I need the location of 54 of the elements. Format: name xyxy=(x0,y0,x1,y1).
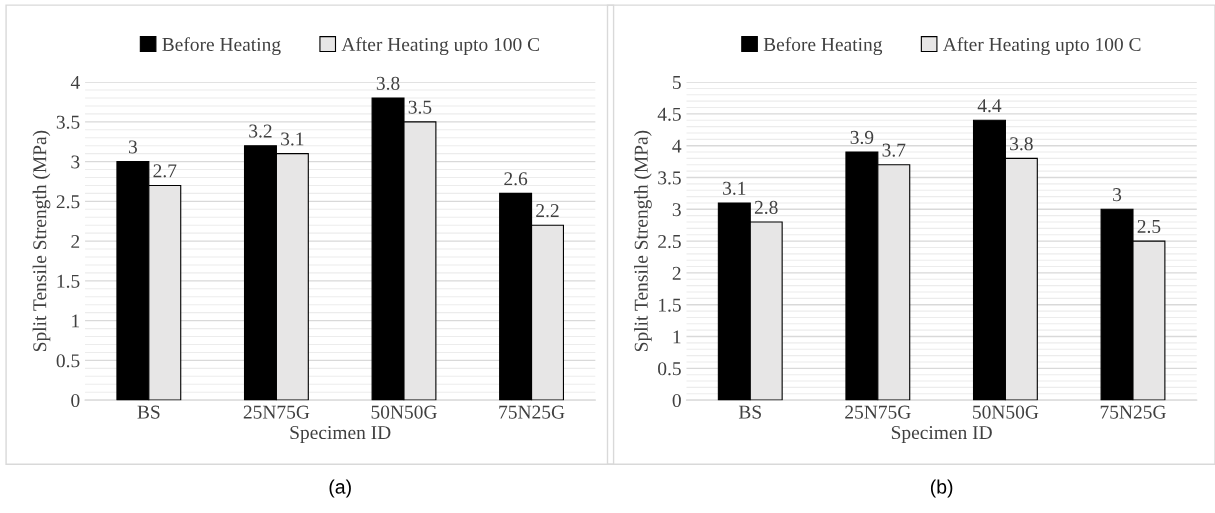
data-label: 3.7 xyxy=(882,143,906,157)
x-tick-label: 25N75G xyxy=(243,405,310,419)
y-tick-label: 3 xyxy=(672,203,681,217)
x-tick-label: 50N50G xyxy=(371,405,437,419)
x-tick-label: 50N50G xyxy=(973,405,1039,419)
legend-label: Before Heating xyxy=(763,37,883,56)
y-axis-title: Split Tensile Strength (MPa) xyxy=(634,130,652,352)
data-label: 3.9 xyxy=(850,130,874,145)
y-tick-label: 0 xyxy=(71,393,80,408)
y-tick-label: 1.5 xyxy=(659,298,681,312)
y-tick-label: 3.5 xyxy=(56,115,80,129)
y-tick-label: 0.5 xyxy=(56,354,80,368)
data-label: 4.4 xyxy=(977,99,1002,113)
y-tick-label: 3 xyxy=(71,155,80,169)
data-label: 3.1 xyxy=(723,181,746,195)
y-tick-label: 5 xyxy=(673,76,681,90)
data-label: 2.2 xyxy=(536,204,559,218)
legend-label: After Heating upto 100 C xyxy=(341,37,539,56)
data-label: 3.8 xyxy=(1010,137,1033,151)
y-tick-label: 3.5 xyxy=(658,171,681,185)
y-tick-label: 2 xyxy=(672,266,681,280)
data-label: 2.8 xyxy=(754,200,778,214)
data-label: 3.8 xyxy=(376,76,400,90)
x-tick-label: 25N75G xyxy=(845,405,911,419)
y-tick-label: 1 xyxy=(72,314,80,328)
y-tick-label: 4 xyxy=(672,139,682,153)
x-axis-title: Specimen ID xyxy=(290,426,391,444)
data-label: 3.5 xyxy=(408,100,432,114)
data-label: 2.7 xyxy=(153,164,177,178)
x-tick-label: 75N25G xyxy=(499,405,565,419)
x-tick-label: BS xyxy=(738,405,761,419)
y-tick-label: 0.5 xyxy=(658,362,681,376)
x-tick-label: 75N25G xyxy=(1100,405,1166,419)
data-label: 2.5 xyxy=(1137,219,1161,234)
y-tick-label: 2.5 xyxy=(56,195,80,209)
data-label: 3.2 xyxy=(249,124,272,138)
y-tick-label: 4.5 xyxy=(657,107,681,121)
data-label: 3 xyxy=(128,140,137,154)
data-label: 3.1 xyxy=(281,132,304,146)
text: (a) xyxy=(329,479,351,498)
y-tick-label: 4 xyxy=(70,76,80,89)
y-axis-title: Split Tensile Strength (MPa) xyxy=(32,130,51,352)
data-label: 2.6 xyxy=(504,172,528,186)
y-tick-label: 2 xyxy=(71,234,80,248)
text: (b) xyxy=(930,479,953,498)
data-label: 3 xyxy=(1113,188,1122,202)
legend-label: Before Heating xyxy=(162,37,281,56)
y-tick-label: 2.5 xyxy=(658,234,681,249)
y-tick-label: 1 xyxy=(673,330,681,344)
y-tick-label: 0 xyxy=(672,393,681,408)
x-tick-label: BS xyxy=(137,405,160,419)
x-axis-title: Specimen ID xyxy=(891,426,992,444)
y-tick-label: 1.5 xyxy=(57,274,80,288)
legend-label: After Heating upto 100 C xyxy=(942,37,1141,56)
